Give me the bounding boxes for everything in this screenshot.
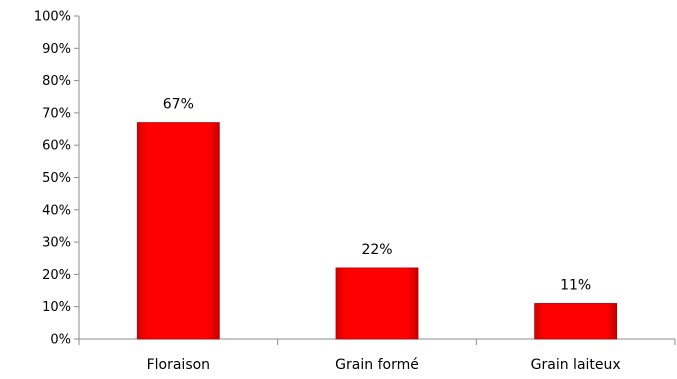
data-label: 11% [560, 277, 591, 293]
y-tick-label: 40% [42, 203, 71, 218]
y-tick-label: 50% [42, 171, 71, 186]
labels: 0% 10% 20% 30% 40% 50% 60% 70% 80% 90% 100% 67% Flor… [34, 10, 621, 374]
y-tick-label: 80% [42, 74, 71, 89]
y-tick-label: 30% [42, 236, 71, 251]
category-label: Grain laiteux [531, 357, 621, 373]
y-tick-label: 20% [42, 268, 71, 283]
y-tick-label: 10% [42, 300, 71, 315]
y-tick-label: 70% [42, 106, 71, 121]
bar-3 [534, 303, 618, 340]
category-label: Floraison [147, 357, 210, 373]
y-tick-label: 90% [42, 42, 71, 57]
bar-1 [136, 122, 220, 340]
bars [136, 122, 618, 340]
category-label: Grain formé [335, 357, 419, 373]
data-label: 67% [163, 97, 194, 113]
y-tick-label: 100% [34, 10, 71, 25]
y-tick-label: 60% [42, 139, 71, 154]
y-tick-label: 0% [50, 333, 71, 348]
data-label: 22% [361, 242, 392, 258]
bar-2 [335, 267, 419, 340]
